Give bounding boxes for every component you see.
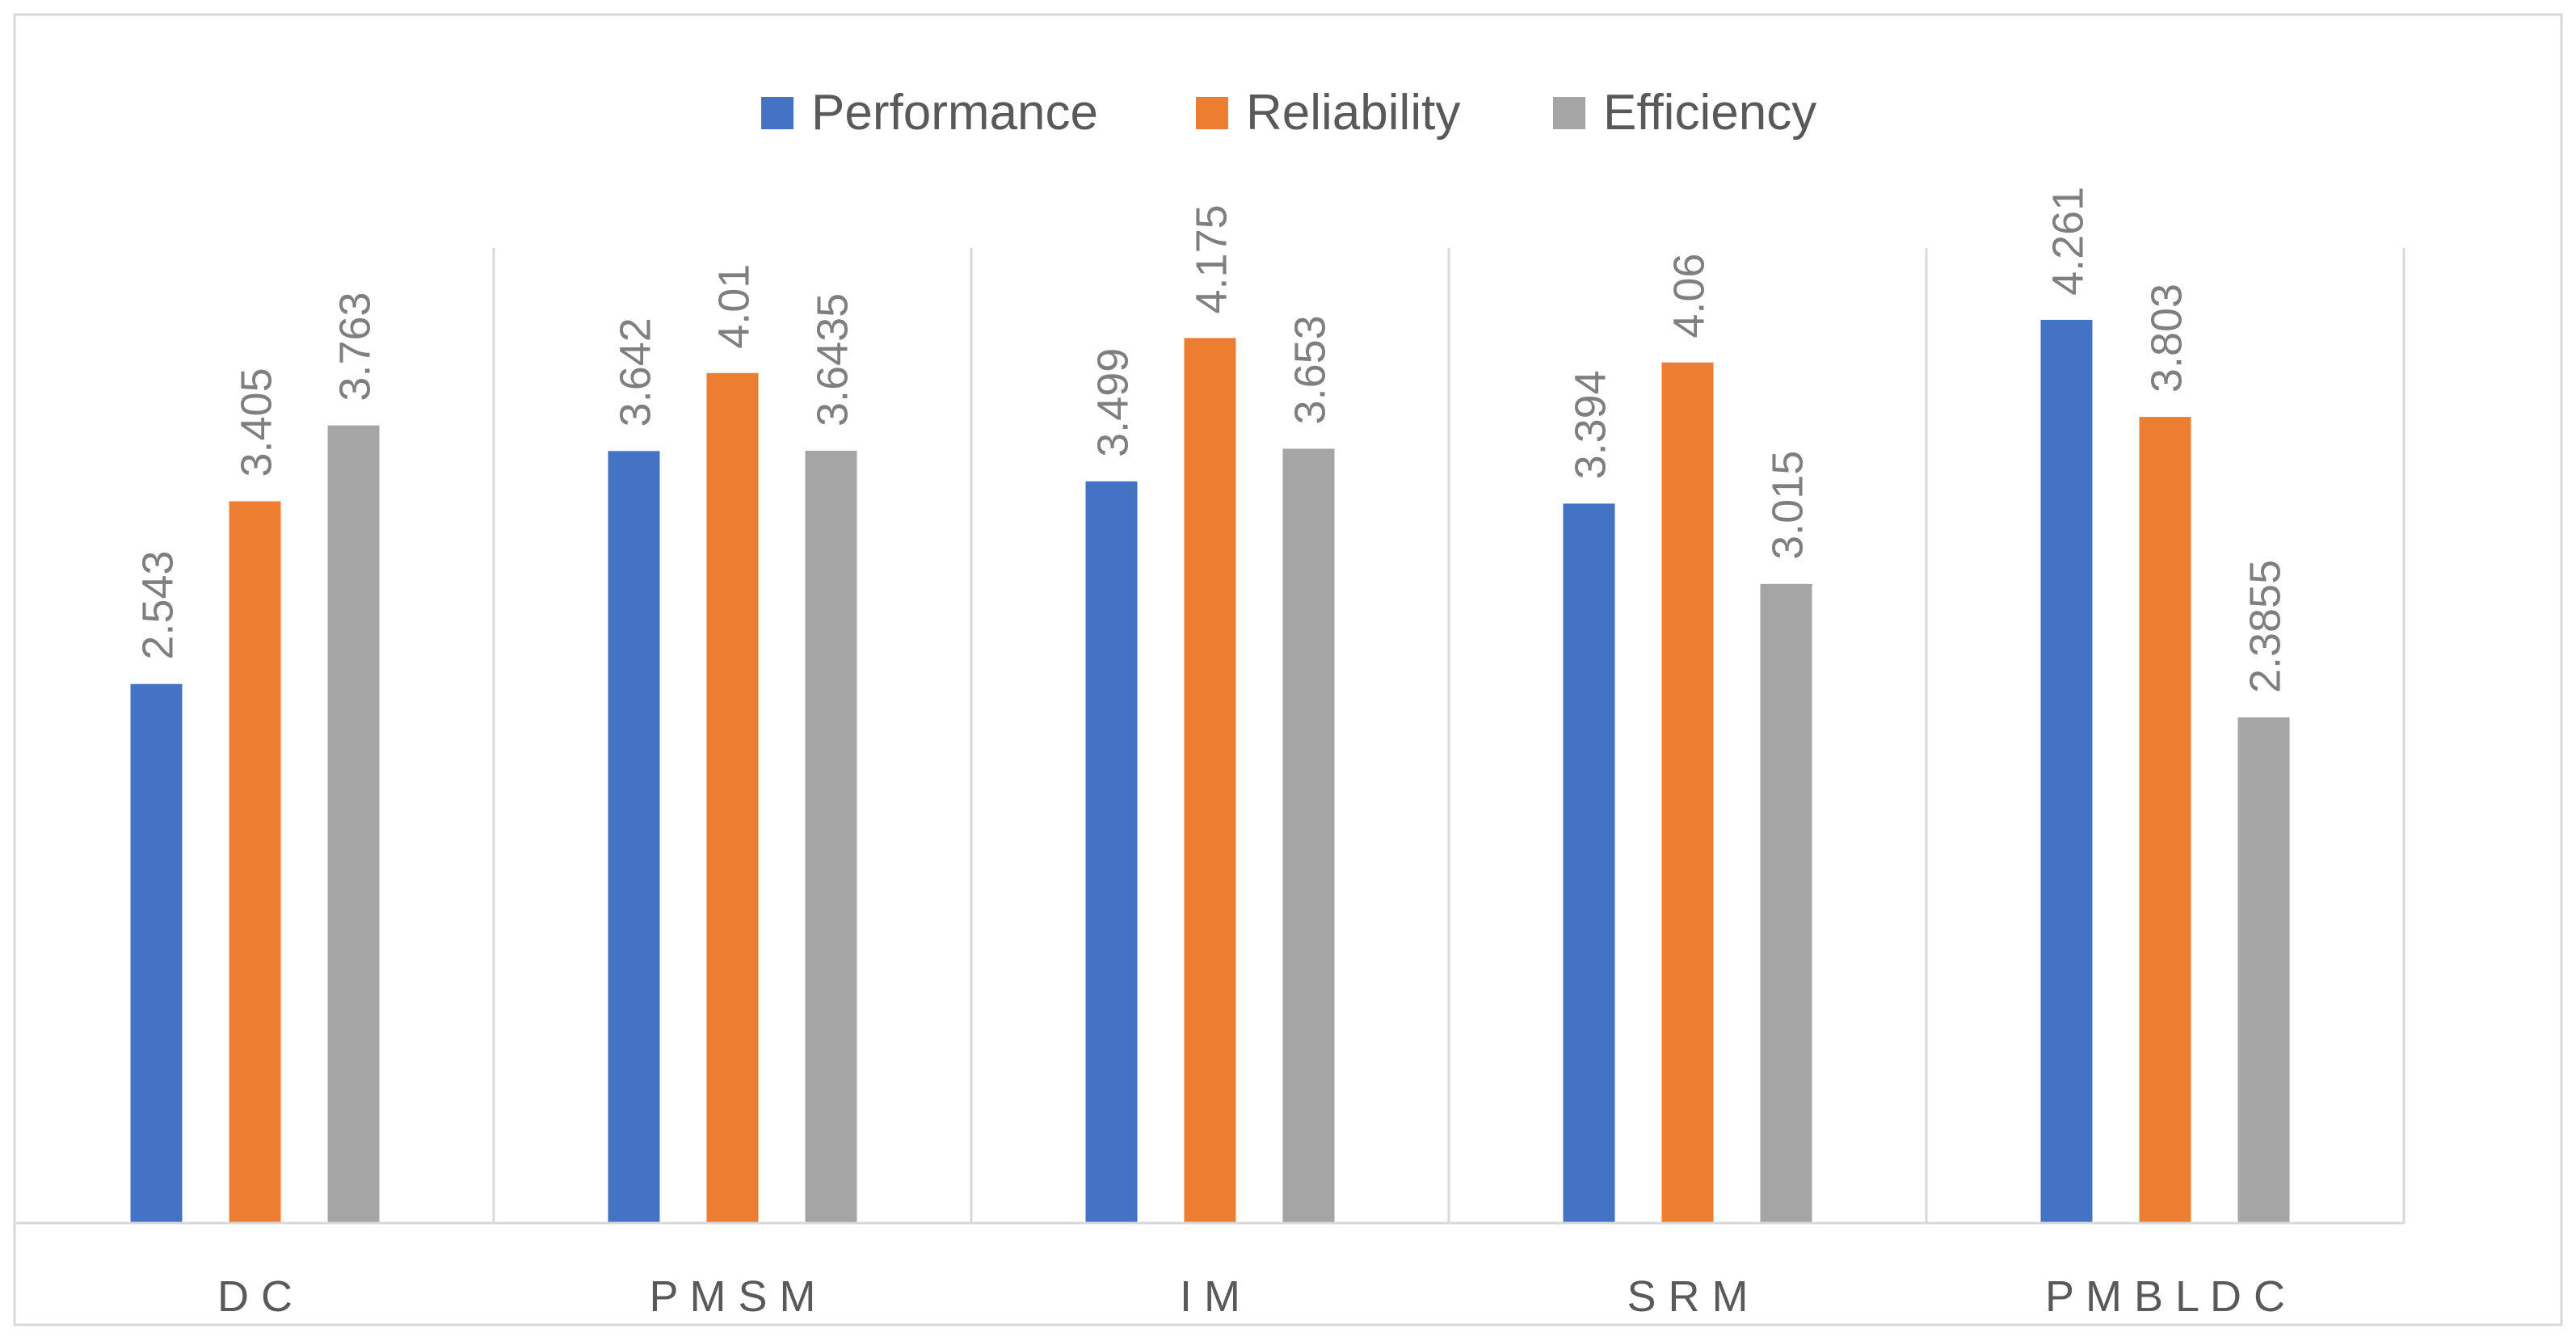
legend-label-performance: Performance <box>811 85 1098 141</box>
bar-reliability-4 <box>2139 417 2191 1223</box>
data-label: 2.543 <box>134 551 183 660</box>
data-label: 3.405 <box>233 368 281 477</box>
data-labels: 2.543 3.642 3.499 3.394 4.261 3.405 4.01 4.175 4… <box>134 187 2290 693</box>
bar-performance-0 <box>130 683 183 1223</box>
bar-efficiency-1 <box>805 450 857 1223</box>
data-label: 4.01 <box>710 264 759 349</box>
data-label: 3.653 <box>1286 315 1335 424</box>
x-tick-label: S R M <box>1627 1272 1748 1321</box>
legend-label-efficiency: Efficiency <box>1603 85 1816 141</box>
x-tick-label: P M B L D C <box>2045 1272 2285 1321</box>
legend-swatch-reliability <box>1196 97 1228 129</box>
legend: Performance Reliability Efficiency <box>761 85 1816 141</box>
data-label: 4.261 <box>2044 187 2093 296</box>
bar-performance-3 <box>1563 503 1615 1223</box>
x-tick-label: P M S M <box>649 1272 815 1321</box>
data-label: 3.394 <box>1567 370 1615 479</box>
data-label: 3.803 <box>2143 284 2191 393</box>
legend-swatch-performance <box>761 97 793 129</box>
bar-efficiency-2 <box>1282 448 1335 1223</box>
bar-performance-2 <box>1085 481 1138 1223</box>
data-label: 2.3855 <box>2241 560 2290 693</box>
bar-reliability-1 <box>706 372 759 1223</box>
x-tick-label: D C <box>217 1272 293 1321</box>
data-label: 3.6435 <box>809 293 857 427</box>
legend-label-reliability: Reliability <box>1246 85 1460 141</box>
bar-reliability-3 <box>1661 362 1714 1223</box>
data-label: 3.642 <box>612 317 660 427</box>
data-label: 3.763 <box>331 292 380 401</box>
bar-efficiency-0 <box>327 425 380 1223</box>
data-label: 3.015 <box>1764 451 1812 560</box>
legend-swatch-efficiency <box>1553 97 1585 129</box>
bar-reliability-0 <box>229 501 281 1223</box>
bar-reliability-2 <box>1184 338 1236 1224</box>
bar-efficiency-4 <box>2237 717 2290 1223</box>
bars <box>130 319 2290 1224</box>
category-separators <box>492 248 2406 1224</box>
data-label: 3.499 <box>1089 348 1138 457</box>
bar-performance-1 <box>608 451 660 1223</box>
data-label: 4.175 <box>1188 204 1236 313</box>
x-tick-label: I M <box>1180 1272 1240 1321</box>
bar-performance-4 <box>2040 319 2093 1224</box>
data-label: 4.06 <box>1665 254 1714 338</box>
bar-efficiency-3 <box>1760 583 1812 1223</box>
